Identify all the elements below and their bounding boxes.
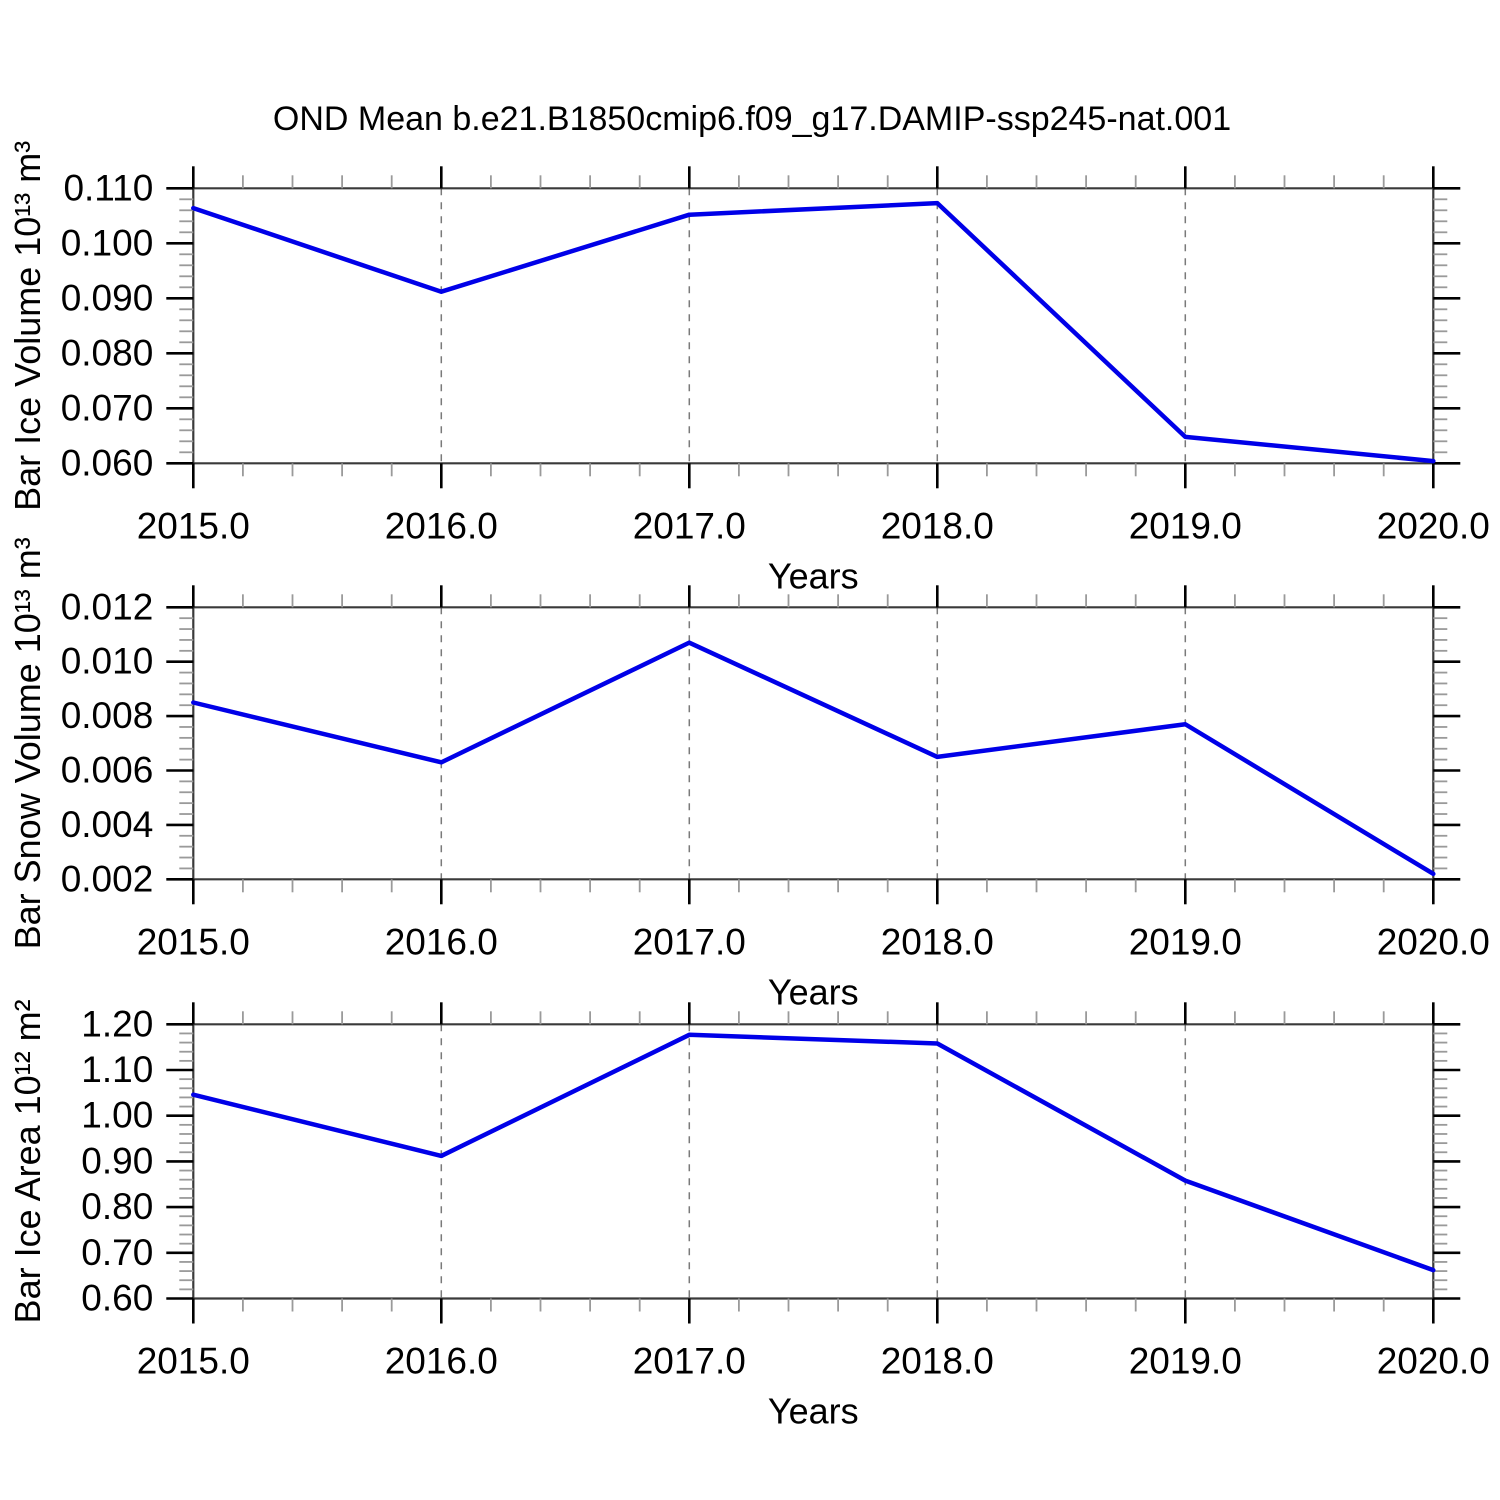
x-tick-label: 2017.0 <box>633 1341 746 1382</box>
x-tick-label: 2019.0 <box>1129 921 1242 962</box>
y-tick-label: 0.70 <box>81 1232 153 1273</box>
y-tick-label: 0.012 <box>61 586 154 627</box>
y-tick-label: 0.080 <box>61 332 154 373</box>
x-tick-label: 2016.0 <box>385 505 498 546</box>
x-tick-label: 2018.0 <box>881 505 994 546</box>
y-tick-label: 0.002 <box>61 858 154 899</box>
y-tick-label: 0.010 <box>61 641 154 682</box>
data-line-bar-ice-area <box>191 1032 1436 1273</box>
x-tick-label: 2019.0 <box>1129 505 1242 546</box>
x-tick-label: 2018.0 <box>881 1341 994 1382</box>
y-tick-label: 0.060 <box>61 442 154 483</box>
x-tick-label: 2020.0 <box>1377 505 1490 546</box>
panel-bar-ice-area: 2015.0 2016.0 2017.0 2018.0 2019.0 2020.0 0.60… <box>7 999 1490 1431</box>
y-tick-label: 0.004 <box>61 804 154 845</box>
panel-bar-snow-volume: 2015.0 2016.0 2017.0 2018.0 2019.0 2020.0 0.00… <box>7 537 1490 1012</box>
y-tick-label: 0.008 <box>61 695 154 736</box>
panel-bar-ice-volume: 2015.0 2016.0 2017.0 2018.0 2019.0 2020.0 0.06… <box>7 141 1490 597</box>
x-tick-label: 2016.0 <box>385 921 498 962</box>
x-tick-label: 2015.0 <box>137 921 250 962</box>
y-tick-label: 0.110 <box>63 167 153 208</box>
y-tick-label: 0.90 <box>81 1140 153 1181</box>
x-tick-label: 2017.0 <box>633 505 746 546</box>
x-tick-label: 2016.0 <box>385 1341 498 1382</box>
x-tick-label: 2020.0 <box>1377 1341 1490 1382</box>
y-tick-label: 1.20 <box>81 1003 153 1044</box>
x-tick-label: 2015.0 <box>137 1341 250 1382</box>
x-axis-title: Years <box>768 971 859 1012</box>
y-tick-label: 0.070 <box>61 387 154 428</box>
x-axis-title: Years <box>768 555 859 596</box>
y-tick-label: 0.006 <box>61 750 154 791</box>
data-line-bar-snow-volume <box>191 640 1436 877</box>
x-tick-label: 2019.0 <box>1129 1341 1242 1382</box>
y-tick-label: 0.80 <box>81 1186 153 1227</box>
x-tick-label: 2017.0 <box>633 921 746 962</box>
y-tick-label: 0.100 <box>61 222 154 263</box>
panels-group: 2015.0 2016.0 2017.0 2018.0 2019.0 2020.0 0.06… <box>7 141 1490 1432</box>
y-tick-label: 1.00 <box>81 1095 153 1136</box>
y-axis-title: Bar Ice Area 10¹² m² <box>7 999 48 1323</box>
x-tick-label: 2015.0 <box>137 505 250 546</box>
chart-title: OND Mean b.e21.B1850cmip6.f09_g17.DAMIP-… <box>273 100 1231 138</box>
x-axis-title: Years <box>768 1391 859 1432</box>
x-tick-label: 2020.0 <box>1377 921 1490 962</box>
x-tick-label: 2018.0 <box>881 921 994 962</box>
y-tick-label: 1.10 <box>81 1049 153 1090</box>
y-tick-label: 0.090 <box>61 277 154 318</box>
y-axis-title: Bar Snow Volume 10¹³ m³ <box>7 537 48 949</box>
y-axis-title: Bar Ice Volume 10¹³ m³ <box>7 141 48 511</box>
y-tick-label: 0.60 <box>81 1278 153 1319</box>
data-line-bar-ice-volume <box>191 200 1436 464</box>
